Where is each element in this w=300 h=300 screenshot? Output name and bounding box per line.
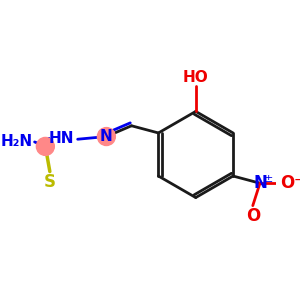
Text: HO: HO: [183, 70, 208, 85]
Text: HN: HN: [49, 131, 74, 146]
Circle shape: [36, 137, 54, 155]
Text: N: N: [100, 129, 113, 144]
Text: H₂N: H₂N: [1, 134, 33, 149]
Circle shape: [98, 128, 116, 146]
Text: S: S: [44, 173, 56, 191]
Text: O⁻: O⁻: [280, 174, 300, 192]
Text: O: O: [246, 207, 260, 225]
Text: N: N: [253, 174, 267, 192]
Text: ±: ±: [263, 174, 273, 184]
